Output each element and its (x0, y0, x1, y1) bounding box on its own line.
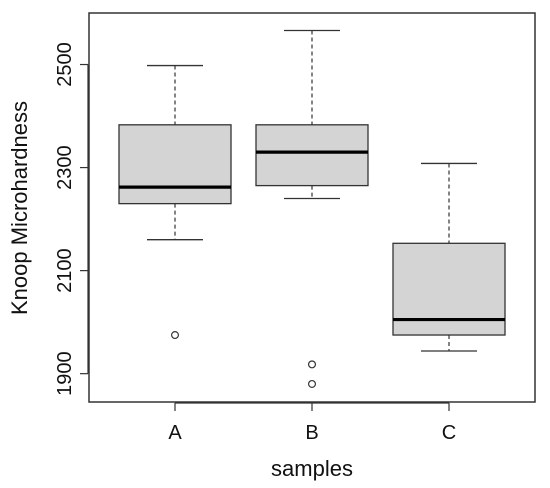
box-iqr (392, 242, 506, 336)
outlier-point (308, 360, 317, 369)
x-tick-label: A (168, 422, 182, 444)
y-tick-label: 2300 (54, 145, 76, 190)
outlier-point (171, 331, 180, 340)
y-tick-label: 1900 (54, 351, 76, 396)
y-axis: 1900 2100 2300 2500 (54, 42, 89, 396)
outlier-point (308, 379, 317, 388)
box-group-b (255, 29, 369, 388)
box-group-c (392, 162, 506, 352)
box-iqr (118, 124, 232, 205)
y-axis-title: Knoop Microhardness (7, 101, 32, 315)
x-tick-label: B (305, 422, 318, 444)
x-axis-title: samples (271, 456, 353, 481)
box-series (118, 29, 506, 388)
plot-frame (88, 12, 536, 403)
box-iqr (255, 124, 369, 187)
x-axis: A B C (168, 402, 456, 444)
box-group-a (118, 64, 232, 340)
x-tick-label: C (442, 422, 456, 444)
y-tick-label: 2100 (54, 248, 76, 293)
y-tick-label: 2500 (54, 42, 76, 87)
